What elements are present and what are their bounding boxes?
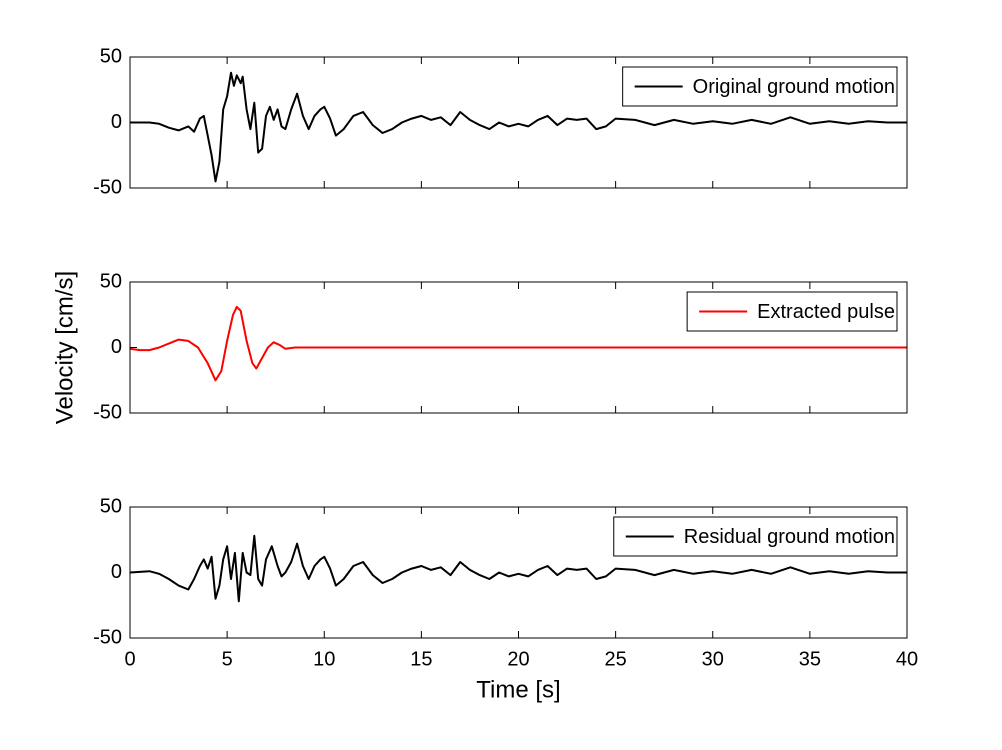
x-tick-label: 5: [222, 648, 233, 670]
y-tick-label: 0: [111, 336, 122, 358]
y-tick-label: -50: [93, 401, 122, 423]
panel: -50 0 50 Extracted pulse: [93, 270, 908, 423]
legend-label: Residual ground motion: [684, 526, 895, 548]
y-tick-label: 50: [100, 270, 122, 292]
x-axis-label: Time [s]: [476, 676, 560, 703]
axes-box: [129, 506, 908, 639]
series-line: [130, 71, 907, 183]
y-tick-label: 0: [111, 111, 122, 133]
y-tick-label: 0: [111, 561, 122, 583]
x-tick-label: 40: [896, 648, 918, 670]
legend: Residual ground motion: [613, 516, 898, 557]
y-tick-label: -50: [93, 626, 122, 648]
x-tick-label: 30: [702, 648, 724, 670]
panel: -50 0 50 Original ground motion: [93, 45, 908, 198]
legend: Extracted pulse: [686, 291, 898, 332]
x-tick-label: 15: [410, 648, 432, 670]
legend-label: Extracted pulse: [757, 301, 895, 323]
x-tick-label: 25: [605, 648, 627, 670]
axes-box: [129, 281, 908, 414]
x-tick-label: 0: [124, 648, 135, 670]
series-line: [129, 534, 907, 603]
y-axis-label: Velocity [cm/s]: [51, 271, 78, 424]
y-tick-label: -50: [93, 176, 122, 198]
x-tick-label: 20: [507, 648, 529, 670]
y-tick-label: 50: [100, 45, 122, 67]
x-tick-label: 35: [799, 648, 821, 670]
x-tick-label: 10: [313, 648, 335, 670]
series-line: [129, 305, 907, 382]
y-tick-label: 50: [100, 495, 122, 517]
legend-label: Original ground motion: [693, 76, 895, 98]
legend: Original ground motion: [622, 66, 898, 107]
axes-box: [129, 56, 908, 189]
